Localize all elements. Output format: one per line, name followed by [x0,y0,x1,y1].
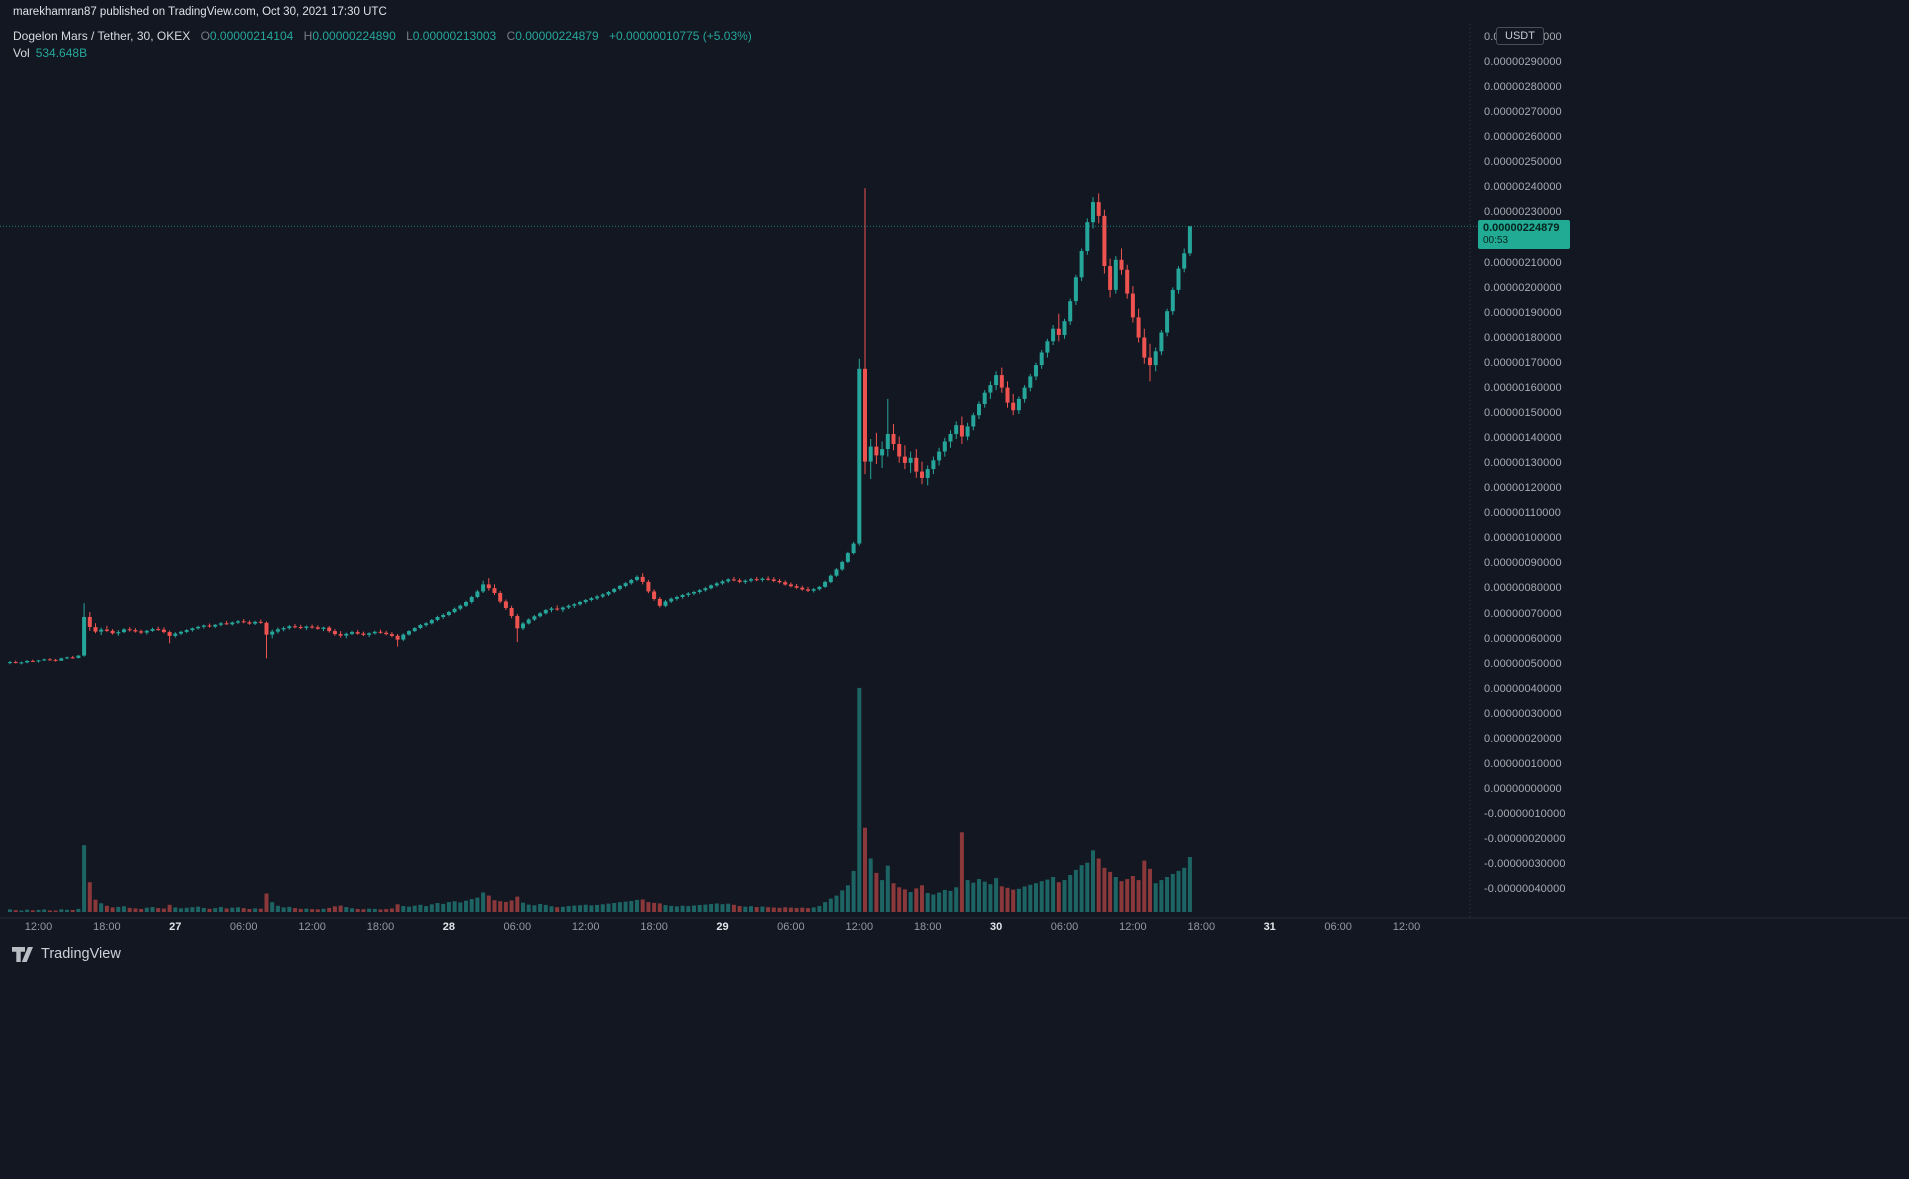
price-tick-label: 0.00000230000 [1484,206,1562,219]
symbol-title: Dogelon Mars / Tether, 30, OKEX [13,29,191,43]
low-label: L [406,29,413,43]
price-tick-label: 0.00000020000 [1484,732,1562,745]
time-tick-label: 12:00 [24,921,53,933]
price-tick-label: 0.00000080000 [1484,582,1562,595]
candles [8,188,1192,665]
price-tick-label: 0.00000180000 [1484,331,1562,344]
price-tick-label: 0.00000270000 [1484,106,1562,119]
price-tick-label: 0.00000160000 [1484,381,1562,394]
price-tick-label: 0.00000050000 [1484,657,1562,670]
price-tick-label: 0.00000150000 [1484,407,1562,419]
price-tick-label: 0.00000100000 [1484,532,1562,545]
price-tick-label: 0.00000190000 [1484,306,1562,319]
legend-volume-row: Vol 534.648B [13,45,752,62]
time-tick-label: 06:00 [503,921,532,933]
low-value: 0.00000213003 [412,29,497,43]
time-tick-label: 18:00 [1187,921,1216,933]
last-price-label: 0.00000224879 00:53 [1478,220,1570,250]
time-tick-label: 06:00 [229,921,258,933]
price-tick-label: 0.00000200000 [1484,281,1562,294]
publish-info-bar: marekhamran87 published on TradingView.c… [0,0,1909,24]
price-tick-label: 0.00000040000 [1484,682,1562,695]
price-tick-label: 0.00000290000 [1484,56,1562,68]
change-value: +0.00000010775 (+5.03%) [609,29,752,43]
price-tick-label: 0.00000280000 [1484,81,1562,94]
time-tick-label: 06:00 [777,921,805,933]
price-tick-label: 0.00000240000 [1484,181,1562,194]
price-tick-label: 0.00000250000 [1484,156,1562,169]
time-tick-label: 18:00 [640,921,668,933]
volume-bars [8,687,1192,912]
volume-label: Vol [13,46,30,60]
time-tick-label: 18:00 [913,921,942,933]
time-tick-label: 06:00 [1050,921,1079,933]
high-value: 0.00000224890 [312,29,396,43]
currency-toggle-button[interactable]: USDT [1496,27,1544,45]
open-label: O [200,29,210,43]
tradingview-logo-icon [12,946,33,962]
time-tick-label: 12:00 [298,921,326,933]
tradingview-logo-text: TradingView [41,946,121,962]
price-tick-label: 0.00000000000 [1484,783,1562,795]
price-tick-label: 0.00000260000 [1484,131,1562,144]
time-tick-day-label: 27 [169,921,182,933]
price-tick-label: 0.00000210000 [1484,256,1562,269]
price-tick-label: 0.00000010000 [1484,757,1562,770]
legend-ohlc-row: Dogelon Mars / Tether, 30, OKEX O0.00000… [13,28,752,45]
open-value: 0.00000214104 [209,29,294,43]
price-tick-label: -0.00000020000 [1484,833,1566,846]
time-tick-label: 18:00 [93,921,121,933]
price-tick-label: 0.00000130000 [1484,457,1562,470]
price-tick-label: 0.00000110000 [1484,507,1561,520]
time-tick-label: 12:00 [1119,921,1147,933]
time-tick-day-label: 29 [716,921,729,933]
bar-countdown: 00:53 [1483,234,1509,246]
chart-legend: Dogelon Mars / Tether, 30, OKEX O0.00000… [13,28,752,62]
price-tick-label: 0.00000120000 [1484,482,1562,495]
close-label: C [506,29,516,43]
price-tick-label: 0.00000140000 [1484,432,1562,444]
price-tick-label: -0.00000040000 [1484,883,1566,896]
price-tick-label: -0.00000010000 [1484,808,1566,821]
close-value: 0.00000224879 [515,29,599,43]
price-tick-label: 0.00000070000 [1484,607,1562,620]
price-tick-label: 0.00000060000 [1484,632,1562,645]
tradingview-logo[interactable]: TradingView [12,946,121,962]
volume-value: 534.648B [35,46,88,60]
price-tick-label: -0.00000030000 [1484,858,1566,871]
time-tick-label: 12:00 [571,921,600,933]
time-tick-label: 12:00 [845,921,874,933]
high-label: H [303,29,313,43]
time-tick-day-label: 30 [989,921,1003,933]
price-tick-label: 0.00000170000 [1484,356,1562,369]
time-tick-label: 18:00 [366,921,395,933]
time-tick-day-label: 31 [1263,921,1276,933]
time-tick-label: 12:00 [1392,921,1421,933]
price-tick-label: 0.00000090000 [1484,557,1562,570]
time-tick-day-label: 28 [442,921,456,933]
price-tick-label: 0.00000030000 [1484,707,1562,720]
time-tick-label: 06:00 [1324,921,1352,933]
last-price-value: 0.00000224879 [1483,222,1560,235]
publish-info-text: marekhamran87 published on TradingView.c… [13,6,387,18]
